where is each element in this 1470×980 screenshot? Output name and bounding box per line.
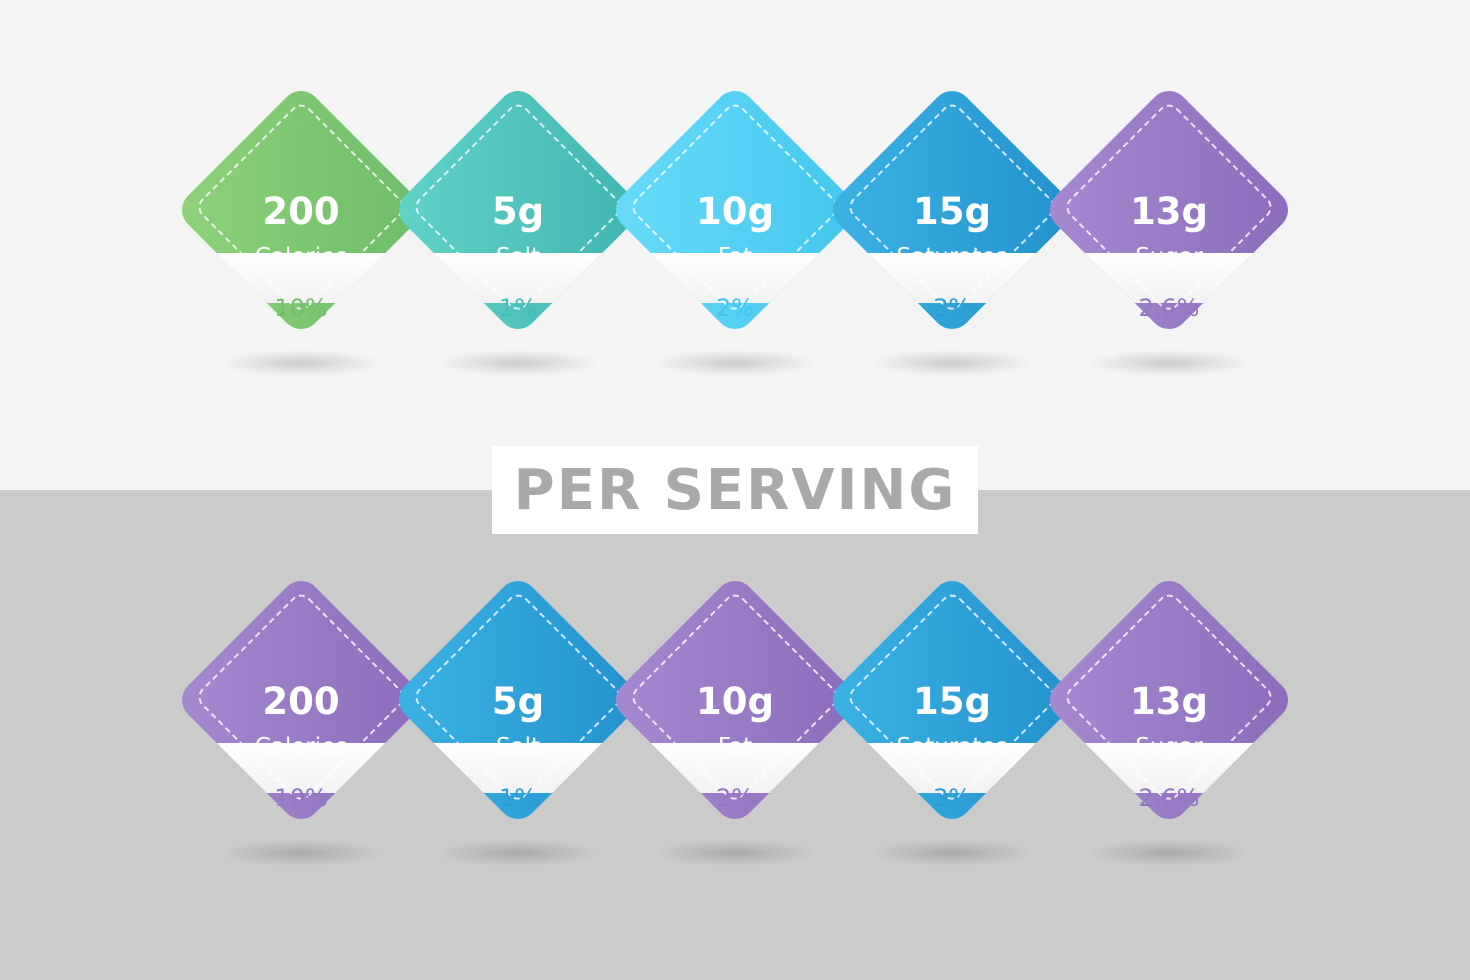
badge-percent: 3% — [932, 294, 972, 322]
badge-shadow — [1089, 840, 1249, 866]
badge-label: Saturates — [896, 734, 1008, 760]
badge-calories: 200 Calories 10% — [171, 82, 431, 380]
badge-shadow — [872, 840, 1032, 866]
badge-sugar: 13g Sugar 2,6% — [1039, 82, 1299, 380]
badge-amount: 15g — [913, 680, 991, 723]
per-serving-banner: PER SERVING — [492, 446, 978, 534]
badge-percent: 2,6% — [1138, 784, 1200, 812]
badge-label: Sugar — [1135, 734, 1203, 760]
nutrition-badges-top-row: 200 Calories 10% 5g Salt 1% 10g Fat 2% 1… — [0, 82, 1470, 380]
badge-shadow — [221, 840, 381, 866]
badge-percent: 2% — [715, 294, 755, 322]
badge-salt: 5g Salt 1% — [388, 82, 648, 380]
badge-shadow — [221, 350, 381, 376]
badge-fat: 10g Fat 2% — [605, 572, 865, 870]
badge-amount: 200 — [262, 680, 340, 723]
badge-shadow — [655, 840, 815, 866]
badge-amount: 5g — [491, 680, 545, 723]
badge-saturates: 15g Saturates 3% — [822, 572, 1082, 870]
badge-label: Calories — [254, 244, 348, 270]
badge-percent: 2,6% — [1138, 294, 1200, 322]
badge-calories: 200 Calories 10% — [171, 572, 431, 870]
badge-label: Fat — [717, 244, 753, 270]
badge-shadow — [438, 840, 598, 866]
badge-label: Salt — [495, 244, 541, 270]
badge-amount: 13g — [1130, 190, 1208, 233]
badge-percent: 10% — [274, 784, 328, 812]
badge-label: Sugar — [1135, 244, 1203, 270]
badge-percent: 1% — [498, 294, 538, 322]
badge-percent: 1% — [498, 784, 538, 812]
badge-shadow — [438, 350, 598, 376]
badge-amount: 10g — [696, 680, 774, 723]
badge-percent: 10% — [274, 294, 328, 322]
badge-fat: 10g Fat 2% — [605, 82, 865, 380]
badge-label: Calories — [254, 734, 348, 760]
badge-label: Saturates — [896, 244, 1008, 270]
badge-amount: 200 — [262, 190, 340, 233]
badge-amount: 13g — [1130, 680, 1208, 723]
badge-percent: 3% — [932, 784, 972, 812]
badge-shadow — [872, 350, 1032, 376]
badge-shadow — [655, 350, 815, 376]
banner-title: PER SERVING — [513, 457, 957, 523]
badge-amount: 10g — [696, 190, 774, 233]
badge-sugar: 13g Sugar 2,6% — [1039, 572, 1299, 870]
badge-salt: 5g Salt 1% — [388, 572, 648, 870]
badge-label: Fat — [717, 734, 753, 760]
badge-percent: 2% — [715, 784, 755, 812]
badge-label: Salt — [495, 734, 541, 760]
badge-amount: 5g — [491, 190, 545, 233]
badge-shadow — [1089, 350, 1249, 376]
badge-amount: 15g — [913, 190, 991, 233]
badge-saturates: 15g Saturates 3% — [822, 82, 1082, 380]
nutrition-badges-bottom-row: 200 Calories 10% 5g Salt 1% 10g Fat 2% 1… — [0, 572, 1470, 870]
